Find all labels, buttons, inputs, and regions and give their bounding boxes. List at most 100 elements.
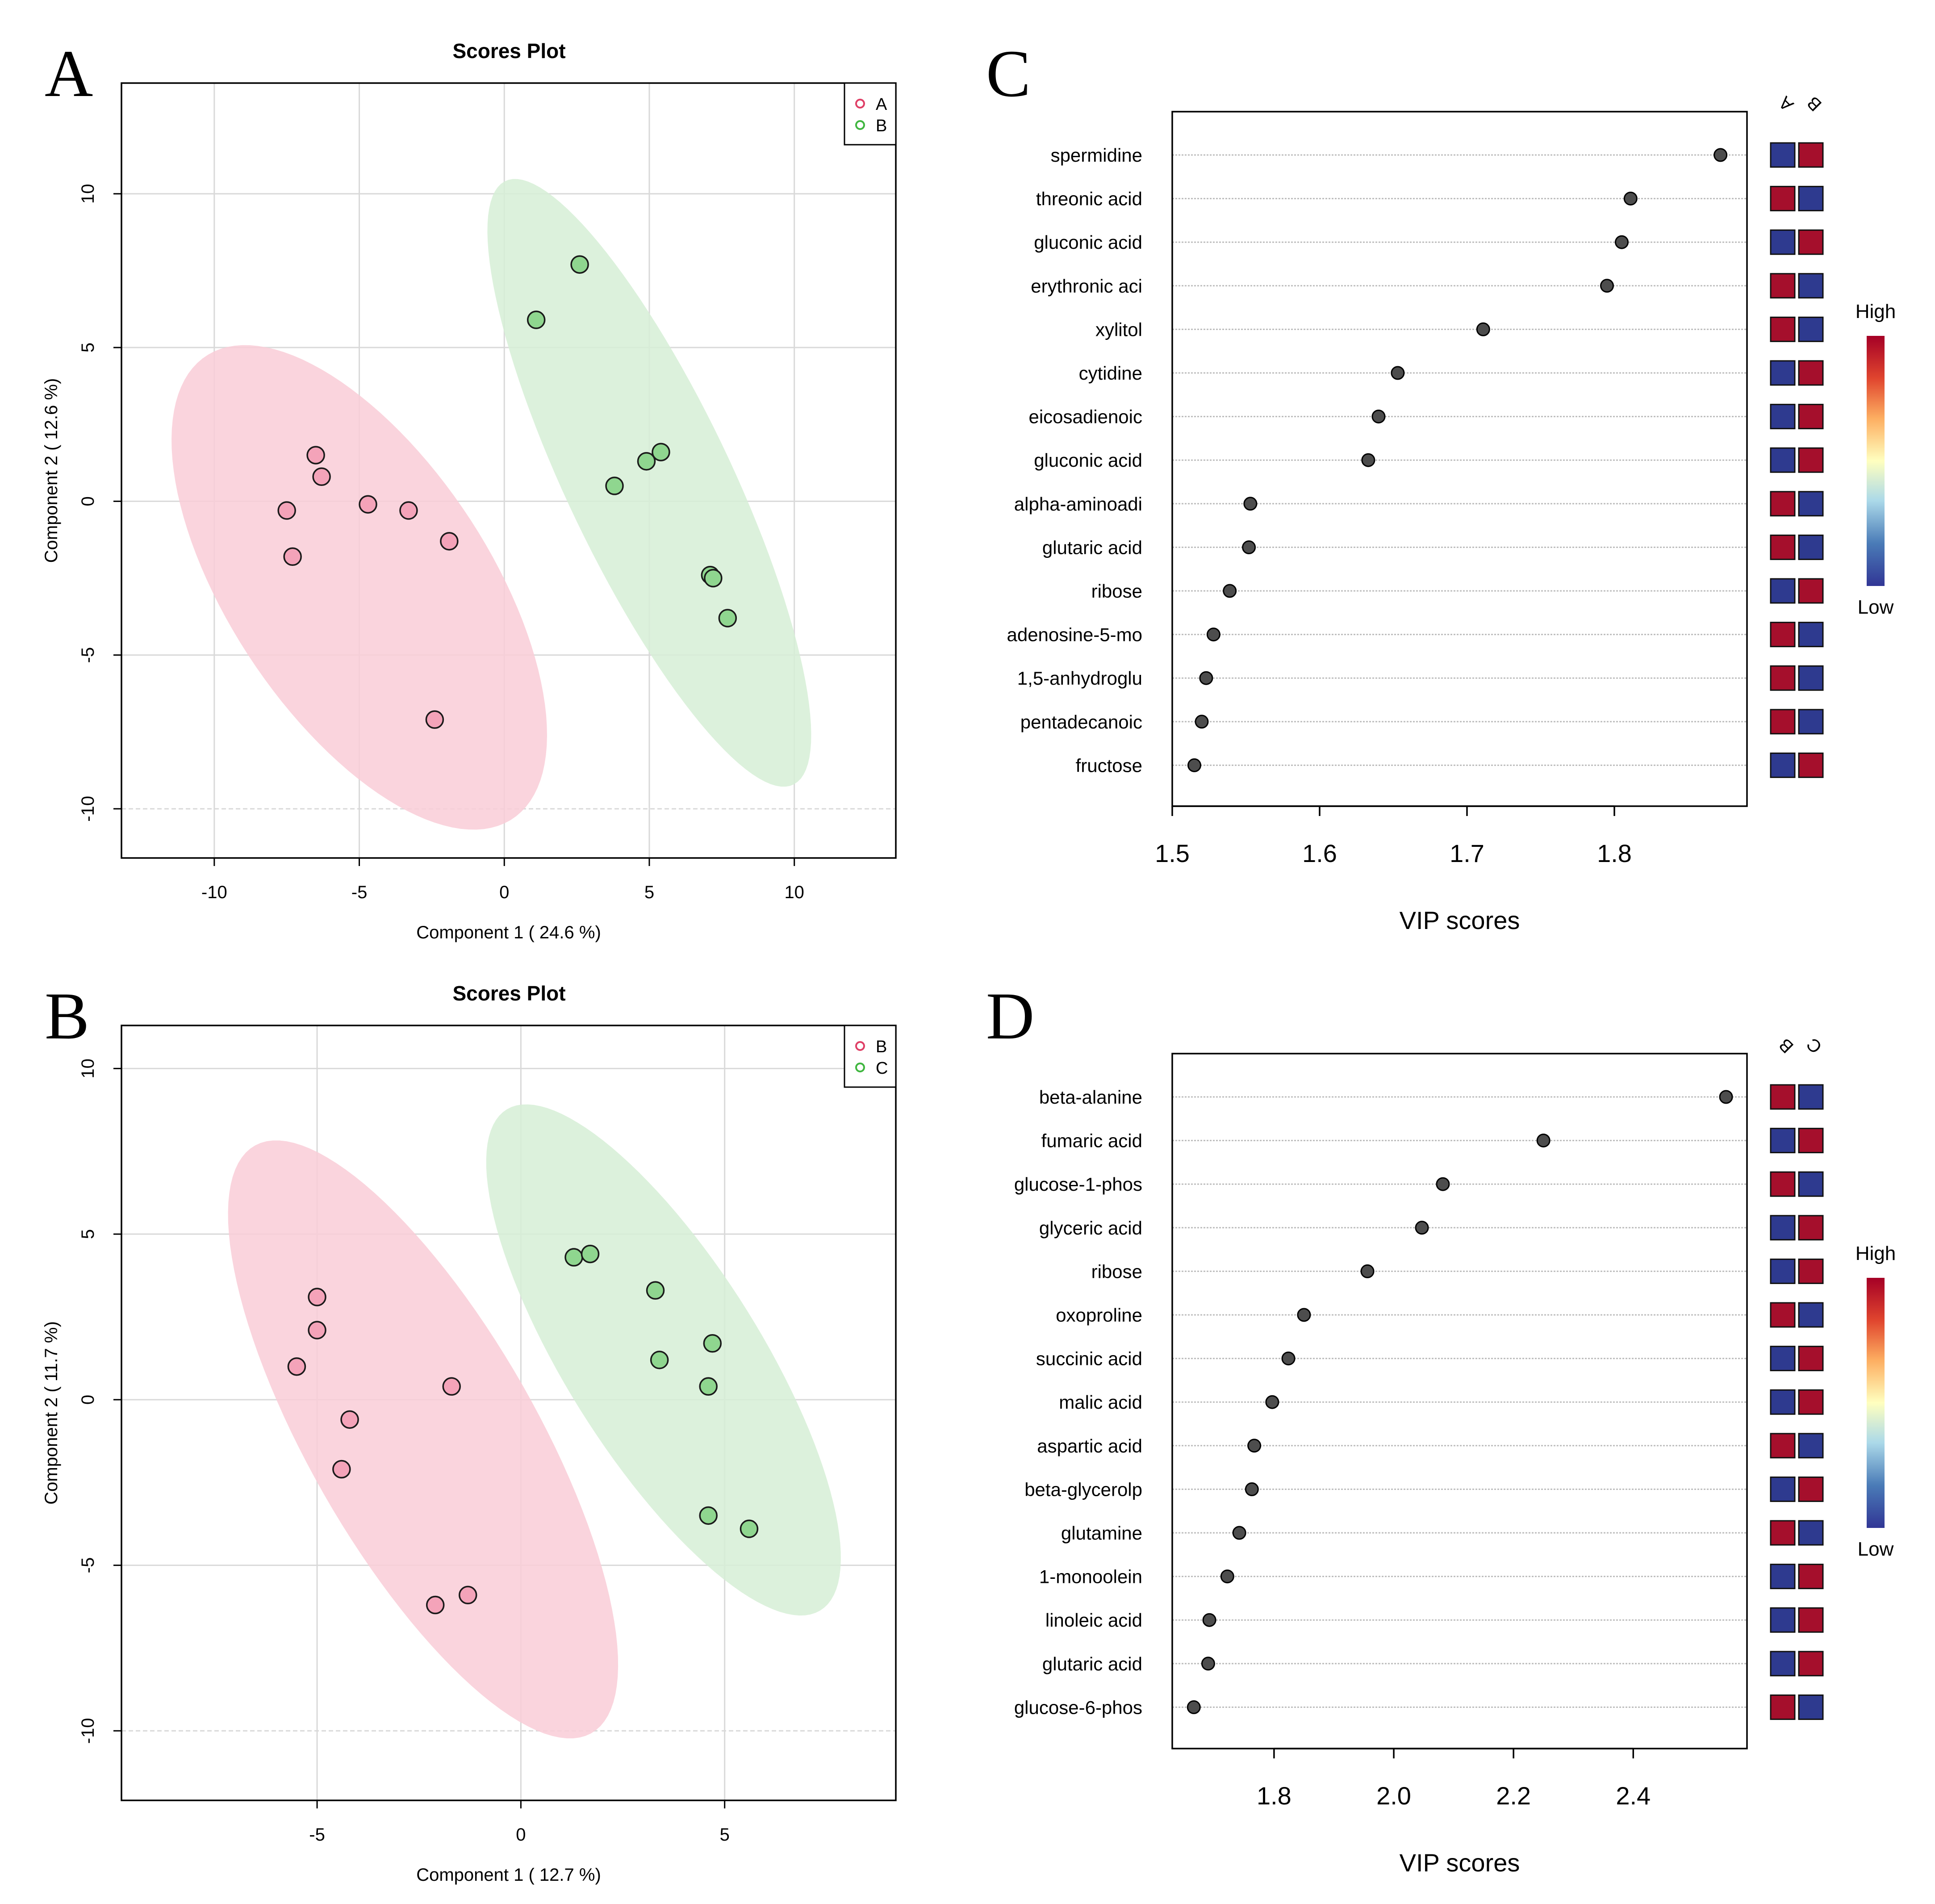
y-tick-label: 10: [78, 184, 98, 204]
legend-label: C: [876, 1059, 888, 1078]
feature-label: aspartic acid: [1037, 1435, 1142, 1456]
feature-label: glutaric acid: [1042, 537, 1142, 558]
heat-cell: [1770, 622, 1796, 648]
x-tick-label: 1.8: [1257, 1782, 1291, 1810]
legend-box: [844, 82, 897, 146]
panel-label: C: [986, 37, 1031, 111]
data-point-A: [312, 467, 331, 486]
feature-label: eicosadienoic: [1028, 406, 1142, 427]
vip-dot: [1719, 1090, 1733, 1104]
feature-label: beta-alanine: [1039, 1087, 1142, 1108]
vip-dot: [1199, 671, 1213, 685]
heat-cell: [1770, 316, 1796, 342]
data-point-C: [699, 1377, 718, 1396]
data-point-B: [637, 452, 656, 471]
vip-dot: [1281, 1352, 1296, 1366]
group-label: B: [1803, 92, 1826, 115]
x-axis-label: VIP scores: [1400, 1849, 1520, 1877]
data-point-A: [440, 532, 459, 551]
heat-cell: [1770, 1084, 1796, 1110]
feature-label: 1-monoolein: [1039, 1566, 1142, 1587]
heat-cell: [1770, 534, 1796, 560]
vip-dot: [1361, 453, 1375, 467]
feature-label: fumaric acid: [1041, 1130, 1142, 1151]
feature-label: cytidine: [1079, 363, 1142, 384]
data-point-C: [650, 1351, 669, 1369]
y-tick-label: 10: [78, 1059, 98, 1079]
data-point-A: [277, 501, 296, 520]
data-point-B: [704, 569, 723, 588]
heat-cell: [1798, 1476, 1824, 1502]
confidence-ellipse-B: [487, 179, 811, 787]
vip-dot: [1232, 1526, 1246, 1540]
color-scale-bar: [1867, 1278, 1885, 1528]
feature-label: glucose-1-phos: [1014, 1174, 1142, 1195]
heat-cell: [1770, 1215, 1796, 1241]
heat-cell: [1770, 1564, 1796, 1590]
data-point-A: [425, 710, 444, 729]
heat-cell: [1798, 1694, 1824, 1720]
x-tick-label: 0: [516, 1825, 526, 1845]
vip-dot: [1245, 1482, 1259, 1496]
chart-title: Scores Plot: [452, 39, 565, 63]
vip-dot: [1297, 1308, 1311, 1322]
data-point-B: [605, 477, 624, 495]
data-point-A: [359, 495, 377, 514]
x-tick-label: -5: [351, 883, 368, 902]
vip-dot: [1187, 758, 1201, 772]
heat-cell: [1770, 1302, 1796, 1328]
feature-label: linoleic acid: [1045, 1610, 1142, 1631]
heat-cell: [1770, 665, 1796, 691]
vip-dot: [1476, 322, 1490, 336]
x-axis-label: VIP scores: [1400, 906, 1520, 934]
x-tick-label: 2.2: [1496, 1782, 1531, 1810]
feature-label: xylitol: [1095, 319, 1142, 340]
data-point-C: [564, 1248, 583, 1267]
heat-cell: [1798, 709, 1824, 735]
vip-dot: [1360, 1264, 1375, 1278]
heat-cell: [1798, 622, 1824, 648]
feature-label: gluconic acid: [1034, 450, 1142, 471]
heat-cell: [1798, 1607, 1824, 1633]
feature-label: glutaric acid: [1042, 1653, 1142, 1674]
heat-cell: [1798, 752, 1824, 778]
feature-label: 1,5-anhydroglu: [1017, 668, 1142, 689]
heat-cell: [1770, 273, 1796, 299]
data-point-A: [399, 501, 418, 520]
heat-cell: [1770, 1171, 1796, 1197]
heat-cell: [1798, 1433, 1824, 1459]
heat-cell: [1770, 1346, 1796, 1372]
color-scale-high-label: High: [1856, 1243, 1896, 1264]
y-tick-label: -5: [78, 1557, 98, 1573]
y-tick-label: 0: [78, 1395, 98, 1405]
heat-cell: [1798, 1084, 1824, 1110]
color-scale-bar: [1867, 336, 1885, 586]
x-tick-label: 2.4: [1616, 1782, 1651, 1810]
feature-label: threonic acid: [1036, 188, 1142, 209]
heat-cell: [1770, 709, 1796, 735]
feature-label: adenosine-5-mo: [1007, 624, 1142, 645]
plot-frame: [121, 82, 897, 859]
x-tick-label: 2.0: [1376, 1782, 1411, 1810]
y-tick-label: -10: [78, 796, 98, 822]
heat-cell: [1770, 1476, 1796, 1502]
legend-marker-B: [855, 1041, 865, 1051]
legend-marker-A: [855, 99, 865, 109]
vip-dot: [1223, 584, 1237, 598]
heat-cell: [1770, 1607, 1796, 1633]
data-point-B: [458, 1586, 477, 1605]
heat-cell: [1798, 1128, 1824, 1154]
vip-dot: [1202, 1613, 1216, 1627]
heat-cell: [1798, 491, 1824, 517]
data-point-C: [699, 1506, 718, 1525]
y-tick-label: -5: [78, 647, 98, 663]
legend-box: [844, 1025, 897, 1088]
heat-cell: [1798, 1258, 1824, 1284]
heat-cell: [1770, 142, 1796, 168]
vip-dot: [1391, 366, 1405, 380]
feature-label: glucose-6-phos: [1014, 1697, 1142, 1718]
feature-label: oxoproline: [1056, 1305, 1142, 1326]
heat-cell: [1798, 229, 1824, 255]
scores-plot-panel-a: A Scores Plot -10 -5 0 5 10 -10 -5 0 5 10 Component …: [42, 37, 897, 942]
data-point-C: [703, 1334, 722, 1353]
